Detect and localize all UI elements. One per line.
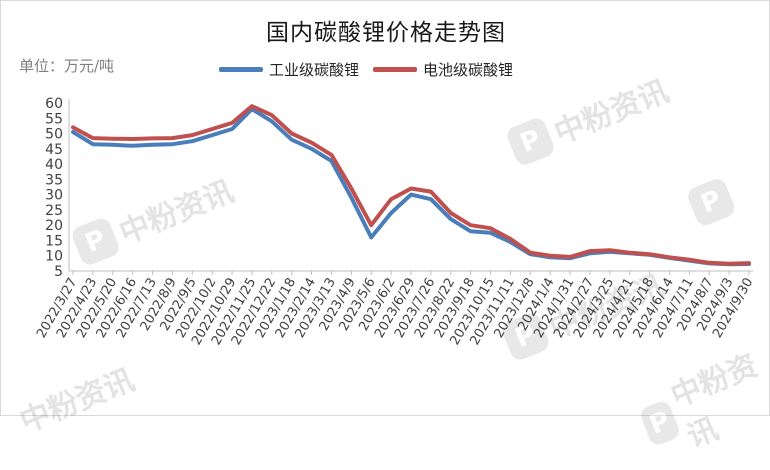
y-tick-label: 45 bbox=[45, 142, 63, 158]
y-tick-label: 35 bbox=[45, 172, 63, 188]
legend-item-industrial: 工业级碳酸锂 bbox=[219, 59, 359, 80]
chart-title: 国内碳酸锂价格走势图 bbox=[266, 20, 506, 46]
legend-label-battery: 电池级碳酸锂 bbox=[423, 61, 514, 79]
y-tick-label: 15 bbox=[45, 233, 63, 249]
chart-frame: 国内碳酸锂价格走势图 单位：万元/吨 工业级碳酸锂 电池级碳酸锂 P 中粉资讯 P… bbox=[0, 0, 770, 455]
legend-swatch-industrial bbox=[219, 67, 263, 72]
y-tick-label: 60 bbox=[45, 96, 63, 112]
legend-swatch-battery bbox=[373, 67, 418, 72]
legend-item-battery: 电池级碳酸锂 bbox=[373, 59, 513, 80]
unit-label: 单位：万元/吨 bbox=[19, 57, 115, 75]
y-tick-label: 25 bbox=[45, 203, 63, 219]
y-tick-label: 50 bbox=[45, 127, 63, 143]
legend: 工业级碳酸锂 电池级碳酸锂 bbox=[219, 59, 527, 80]
series-line-battery bbox=[71, 104, 751, 266]
y-tick-label: 10 bbox=[45, 249, 63, 265]
y-tick-label: 5 bbox=[54, 264, 63, 280]
line-chart: 510152025303540455055602022/3/272022/4/2… bbox=[34, 96, 756, 348]
legend-label-industrial: 工业级碳酸锂 bbox=[269, 61, 360, 79]
y-tick-label: 30 bbox=[45, 188, 63, 204]
y-tick-label: 55 bbox=[45, 111, 63, 127]
y-tick-label: 40 bbox=[45, 157, 63, 173]
y-tick-label: 20 bbox=[45, 218, 63, 234]
